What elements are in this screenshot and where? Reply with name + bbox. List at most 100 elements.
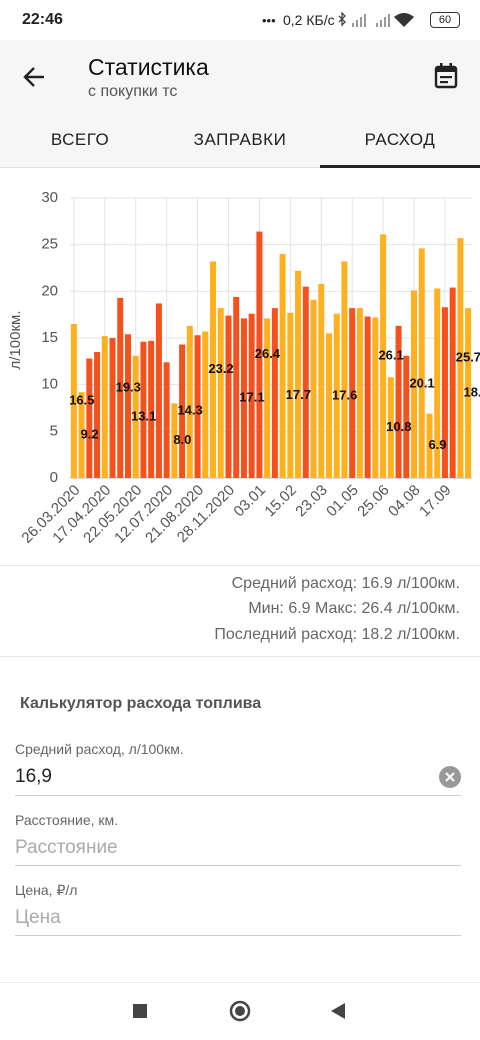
bar [380, 234, 387, 478]
bar [333, 313, 340, 478]
calculator-title: Калькулятор расхода топлива [20, 695, 262, 712]
divider [0, 656, 480, 657]
data-label: 20.1 [409, 376, 434, 391]
y-tick-label: 0 [50, 469, 58, 486]
tab[interactable]: ВСЕГО [50, 130, 110, 149]
field-label: Средний расход, л/100км. [15, 741, 184, 757]
x-tick-label: 25.06 [354, 482, 393, 521]
y-tick-label: 5 [50, 422, 58, 439]
recent-button[interactable] [133, 1004, 147, 1018]
data-label: 18.2 [463, 385, 480, 400]
nav-bar [133, 1000, 345, 1022]
bar [86, 358, 93, 478]
calendar-button[interactable] [434, 63, 458, 89]
back-nav-button[interactable] [331, 1003, 345, 1019]
signal [364, 14, 366, 27]
bar [395, 325, 402, 478]
bar [179, 344, 186, 478]
signal [352, 23, 354, 27]
field-value[interactable]: 16,9 [15, 766, 52, 787]
bar [163, 362, 170, 478]
bar [302, 286, 309, 478]
x-tick-label: 01.05 [323, 482, 362, 521]
status-bar: 22:46 ••• 0,2 КБ/с 60 [0, 0, 480, 40]
subtitle: с покупки тс [88, 83, 178, 100]
bar [325, 333, 332, 478]
bar [449, 287, 456, 478]
nav-divider [0, 982, 480, 983]
tabs: ВСЕГО ЗАПРАВКИ РАСХОД [0, 112, 480, 168]
y-tick-label: 25 [41, 236, 58, 253]
clear-button[interactable] [439, 766, 461, 788]
field-placeholder[interactable]: Цена [15, 907, 61, 928]
tab-selected[interactable]: РАСХОД [364, 130, 436, 149]
bar [457, 238, 464, 478]
bar [271, 308, 278, 478]
field-label: Цена, ₽/л [15, 882, 78, 898]
net-speed: 0,2 КБ/с [283, 12, 335, 28]
bar [240, 318, 247, 478]
x-tick-label: 04.08 [385, 482, 424, 521]
y-tick-label: 20 [41, 282, 58, 299]
x-tick-label: 03.01 [230, 482, 269, 521]
back-button[interactable] [22, 64, 48, 90]
data-label: 26.1 [378, 348, 403, 363]
signal [356, 20, 358, 27]
summary-line: Мин: 6.9 Макс: 26.4 л/100км. [248, 600, 460, 617]
time: 22:46 [22, 11, 63, 28]
home-button[interactable] [229, 1000, 251, 1022]
bar [233, 296, 240, 478]
bar [279, 254, 286, 478]
bar [465, 308, 472, 478]
field-placeholder[interactable]: Расстояние [15, 837, 118, 858]
bar [403, 355, 410, 478]
data-label: 16.5 [69, 392, 94, 407]
bar [225, 315, 232, 478]
bar [194, 335, 201, 478]
divider [0, 565, 480, 566]
chart: л/100км. 05101520253026.03.202017.04.202… [7, 189, 480, 547]
app-bar: Статистика с покупки тс [0, 40, 480, 112]
field-underline [15, 865, 461, 866]
y-tick-label: 15 [41, 329, 58, 346]
tab-indicator [320, 165, 480, 168]
x-tick-label: 23.03 [292, 482, 331, 521]
wifi [394, 13, 414, 27]
battery: 60 [430, 12, 460, 28]
bar [387, 377, 394, 478]
bar [155, 303, 162, 478]
field-underline [15, 795, 461, 796]
bar [78, 392, 85, 478]
signal [384, 17, 386, 27]
bar [434, 288, 441, 478]
bar [349, 308, 356, 478]
bar [295, 270, 302, 478]
signal [380, 20, 382, 27]
dots: ••• [262, 13, 276, 28]
bar [372, 317, 379, 478]
data-label: 17.6 [332, 387, 357, 402]
bar [364, 316, 371, 478]
bar [124, 334, 131, 478]
data-label: 14.3 [177, 403, 202, 418]
signal [388, 14, 390, 27]
bar [117, 297, 124, 478]
summary-line: Последний расход: 18.2 л/100км. [214, 626, 460, 643]
signal [376, 23, 378, 27]
bar [426, 413, 433, 478]
bar [248, 313, 255, 478]
summary-line: Средний расход: 16.9 л/100км. [231, 575, 460, 592]
tab[interactable]: ЗАПРАВКИ [193, 130, 287, 149]
data-label: 26.4 [255, 346, 281, 361]
data-label: 10.8 [386, 419, 411, 434]
x-tick-label: 15.02 [261, 482, 300, 521]
data-label: 17.1 [239, 390, 264, 405]
bar [109, 338, 116, 478]
status-icons [338, 12, 414, 27]
signal [360, 17, 362, 27]
home-dot [235, 1006, 245, 1016]
bar [341, 261, 348, 478]
bar [148, 340, 155, 478]
field-underline [15, 935, 461, 936]
